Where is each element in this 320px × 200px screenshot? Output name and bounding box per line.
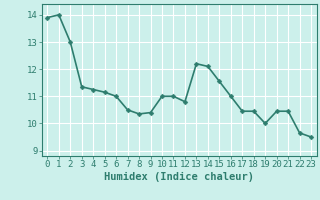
X-axis label: Humidex (Indice chaleur): Humidex (Indice chaleur) (104, 172, 254, 182)
